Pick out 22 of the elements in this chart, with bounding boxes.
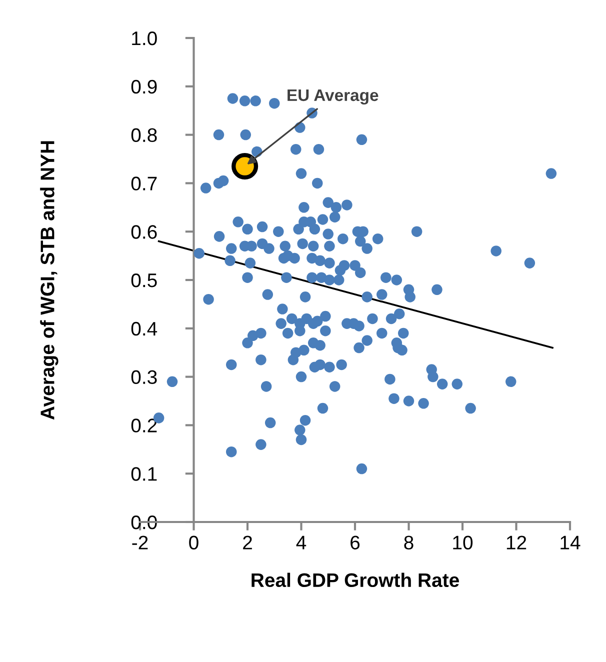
x-tick-label: 8	[404, 536, 414, 550]
x-tick-label: 0	[189, 536, 198, 550]
x-tick-label: 2	[243, 536, 252, 550]
y-tick-label: 0.3	[131, 370, 157, 384]
y-tick-label: 0.4	[131, 322, 158, 336]
y-tick-label: 0.7	[131, 176, 157, 190]
x-axis-title: Real GDP Growth Rate	[252, 572, 459, 588]
x-tick-label: 14	[560, 536, 580, 550]
x-tick-label: 10	[453, 536, 473, 550]
y-tick-label: 0.8	[131, 128, 157, 142]
x-tick-label: -2	[132, 536, 148, 550]
y-axis-title: Average of WGI, STB and NYH	[40, 141, 58, 420]
x-tick-label: 6	[350, 536, 360, 550]
annotation: EU Average	[288, 89, 378, 104]
y-tick-label: 0.1	[131, 467, 157, 481]
y-tick-label: 0.5	[131, 273, 157, 288]
x-tick-label: 12	[506, 536, 526, 550]
x-tick-label: 4	[296, 536, 306, 550]
y-tick-label: 0.6	[131, 225, 157, 239]
y-tick-label: 1.0	[132, 31, 157, 46]
y-tick-label: 0.2	[131, 418, 157, 432]
y-tick-label: 0.9	[131, 80, 157, 94]
